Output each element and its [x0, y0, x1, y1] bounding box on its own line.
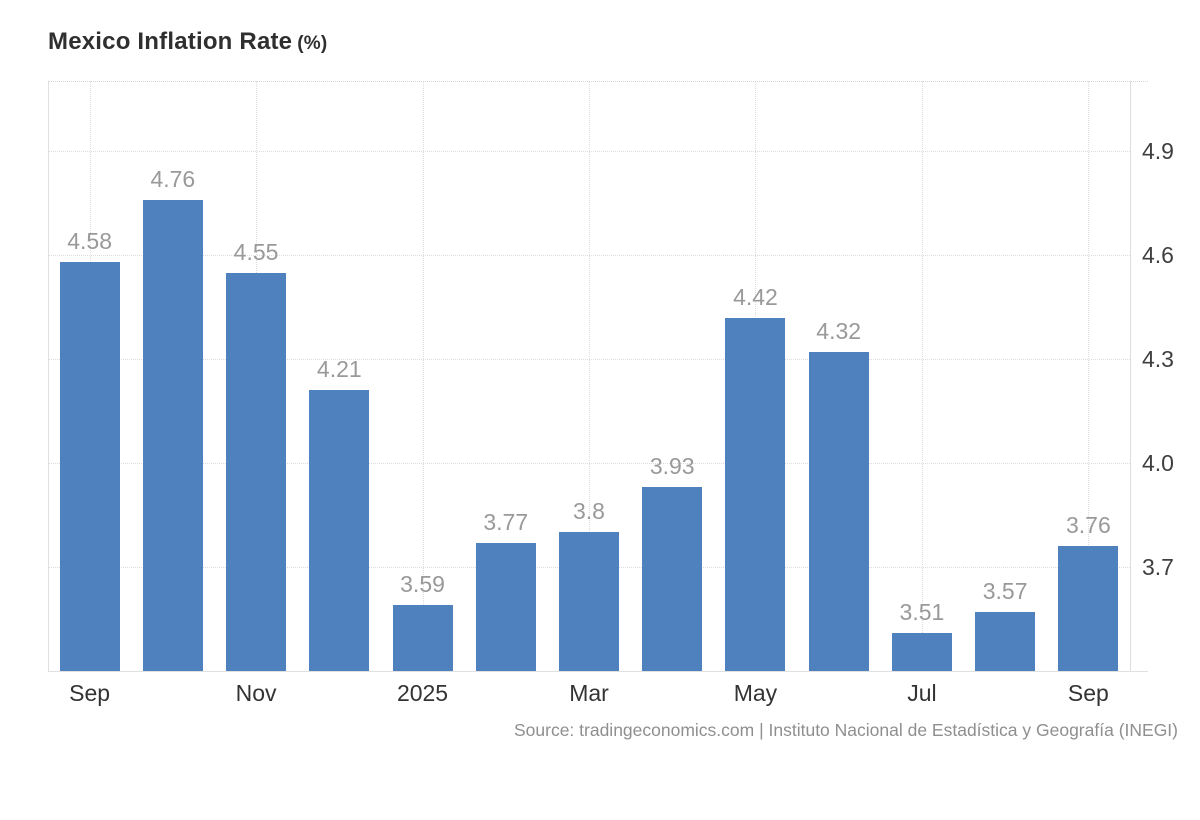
plot-top-border: [48, 81, 1148, 82]
bar-value-label: 4.32: [816, 317, 862, 344]
x-gridline: [921, 81, 923, 671]
bar-value-label: 4.42: [733, 283, 778, 310]
y-axis-tick-label: 4.6: [1142, 242, 1174, 269]
bar[interactable]: [59, 262, 120, 671]
bar-value-label: 3.51: [899, 598, 945, 625]
bar-value-label: 3.76: [1065, 511, 1111, 538]
bar[interactable]: [642, 487, 703, 671]
bar-value-label: 3.59: [400, 570, 445, 597]
y-axis-tick-label: 4.9: [1142, 138, 1174, 165]
chart-title-text: Mexico Inflation Rate: [48, 28, 293, 55]
bar[interactable]: [475, 543, 536, 671]
bar[interactable]: [891, 633, 952, 671]
bar[interactable]: [975, 612, 1036, 671]
x-axis-tick-label: Nov: [235, 680, 277, 706]
x-gridline: [589, 81, 590, 671]
x-axis-tick-label: Sep: [1067, 680, 1109, 706]
x-axis-tick-label: Sep: [69, 680, 111, 706]
x-axis-tick-label: 2025: [396, 680, 449, 706]
bar[interactable]: [1058, 546, 1119, 671]
x-axis-tick-label: Jul: [907, 680, 937, 706]
left-axis-line: [48, 81, 49, 671]
x-axis-line: [48, 671, 1148, 672]
bar[interactable]: [142, 200, 203, 671]
bar-value-label: 4.58: [67, 227, 112, 254]
bar[interactable]: [309, 390, 370, 671]
x-gridline: [422, 81, 424, 671]
y-axis-tick-label: 3.7: [1142, 554, 1174, 581]
bar-value-label: 4.21: [316, 355, 362, 382]
source-attribution: Source: tradingeconomics.com | Instituto…: [513, 720, 1178, 740]
y-axis-tick-label: 4.3: [1142, 346, 1174, 373]
plot-area: 4.58 4.76 4.55 4.21 3.59 3.77 3.8 3.93 4.42 4.32 3…: [48, 81, 1130, 671]
x-axis-tick-label: May: [733, 680, 778, 706]
bar-value-label: 3.57: [982, 577, 1028, 604]
bar[interactable]: [226, 273, 287, 671]
bar[interactable]: [808, 352, 869, 671]
bar-value-label: 4.76: [150, 165, 196, 192]
x-axis-tick-label: Mar: [569, 680, 609, 706]
x-gridline: [1088, 81, 1090, 671]
right-axis-line: [1130, 81, 1131, 671]
chart-title: Mexico Inflation Rate (%): [48, 28, 327, 56]
bar-value-label: 3.77: [483, 508, 529, 535]
chart-title-unit: (%): [297, 33, 328, 54]
bar-value-label: 3.93: [649, 452, 695, 479]
y-axis-tick-label: 4.0: [1142, 450, 1174, 477]
bar[interactable]: [559, 532, 619, 671]
bar-value-label: 3.8: [573, 497, 605, 524]
bar[interactable]: [725, 318, 786, 671]
bar-value-label: 4.55: [233, 238, 279, 265]
bar[interactable]: [392, 605, 453, 671]
